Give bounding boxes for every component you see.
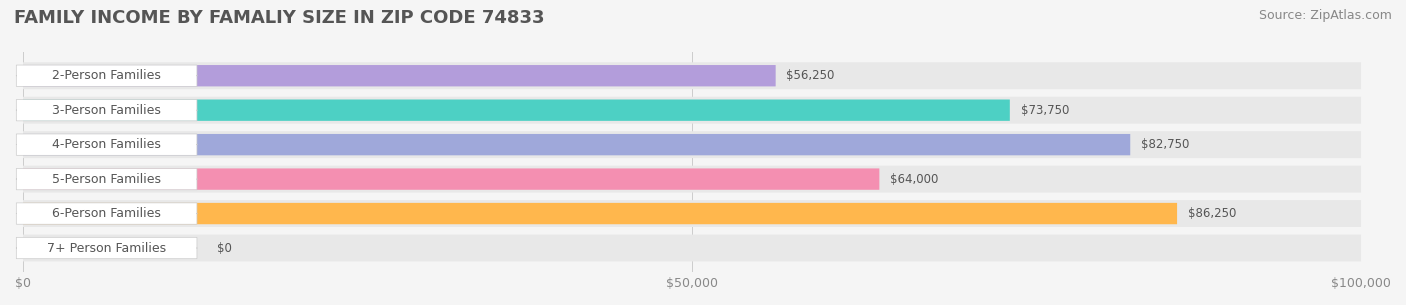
FancyBboxPatch shape [22, 99, 1010, 121]
Text: $64,000: $64,000 [890, 173, 938, 186]
Text: $82,750: $82,750 [1140, 138, 1189, 151]
Text: $86,250: $86,250 [1188, 207, 1236, 220]
FancyBboxPatch shape [22, 131, 1361, 158]
Text: 6-Person Families: 6-Person Families [52, 207, 162, 220]
Text: $56,250: $56,250 [786, 69, 835, 82]
Text: $73,750: $73,750 [1021, 104, 1069, 117]
FancyBboxPatch shape [17, 203, 197, 224]
Text: 3-Person Families: 3-Person Families [52, 104, 162, 117]
FancyBboxPatch shape [22, 203, 1177, 224]
FancyBboxPatch shape [22, 134, 1130, 155]
Text: Source: ZipAtlas.com: Source: ZipAtlas.com [1258, 9, 1392, 22]
FancyBboxPatch shape [22, 62, 1361, 89]
FancyBboxPatch shape [17, 237, 197, 259]
Text: 4-Person Families: 4-Person Families [52, 138, 162, 151]
Text: $0: $0 [217, 242, 232, 254]
FancyBboxPatch shape [22, 97, 1361, 124]
FancyBboxPatch shape [22, 200, 1361, 227]
Text: 2-Person Families: 2-Person Families [52, 69, 162, 82]
Text: FAMILY INCOME BY FAMALIY SIZE IN ZIP CODE 74833: FAMILY INCOME BY FAMALIY SIZE IN ZIP COD… [14, 9, 544, 27]
FancyBboxPatch shape [22, 168, 879, 190]
FancyBboxPatch shape [17, 168, 197, 190]
FancyBboxPatch shape [22, 65, 776, 86]
FancyBboxPatch shape [17, 99, 197, 121]
FancyBboxPatch shape [22, 166, 1361, 192]
Text: 7+ Person Families: 7+ Person Families [46, 242, 166, 254]
Text: 5-Person Families: 5-Person Families [52, 173, 162, 186]
FancyBboxPatch shape [17, 65, 197, 86]
FancyBboxPatch shape [17, 134, 197, 155]
FancyBboxPatch shape [22, 235, 1361, 261]
